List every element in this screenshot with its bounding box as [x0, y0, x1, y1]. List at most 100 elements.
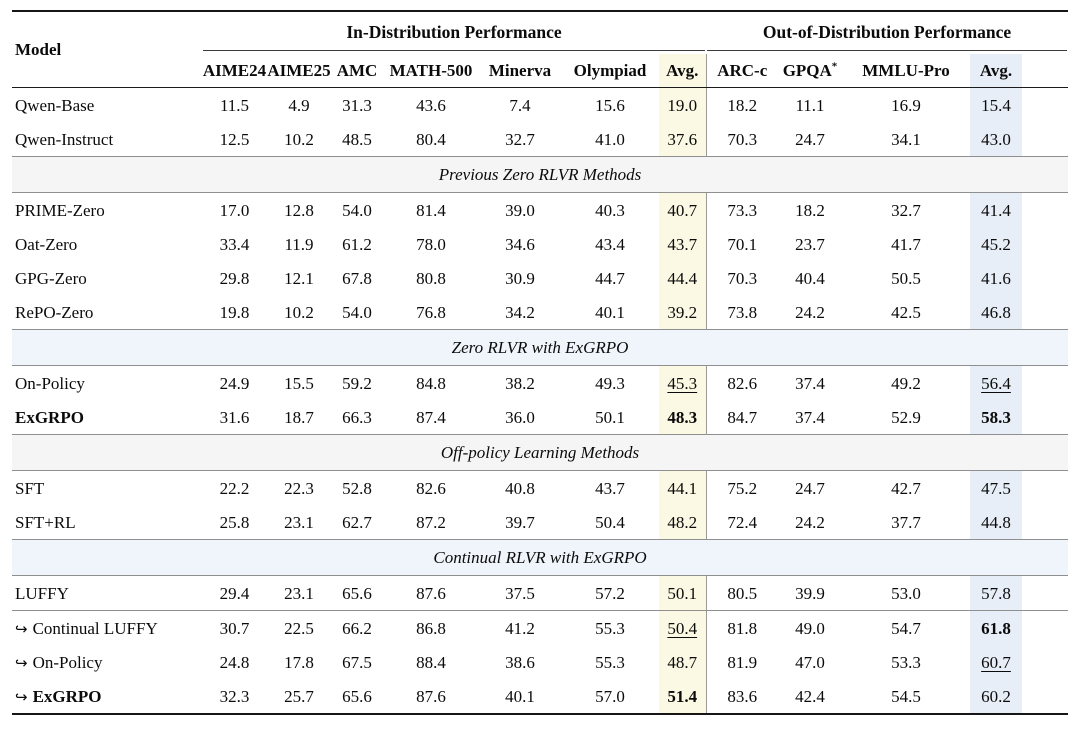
- section-band: Continual RLVR with ExGRPO: [12, 539, 1069, 576]
- score-cell: 40.4: [795, 268, 825, 288]
- score-cell: 75.2: [727, 478, 758, 498]
- table-row: On-Policy 24.9 15.5 59.2 84.8 38.2 49.3 45.3 82.…: [12, 365, 1068, 401]
- score-cell: 38.2: [505, 373, 535, 393]
- column-header-math-500: MATH-500: [383, 54, 479, 88]
- score-cell: 58.3: [970, 400, 1022, 435]
- score-cell: 72.4: [727, 512, 758, 532]
- header-filler-cell: [1022, 54, 1069, 88]
- score-cell: 40.3: [595, 200, 625, 220]
- model-name: ExGRPO: [32, 686, 102, 706]
- score-cell: 81.4: [416, 200, 446, 220]
- score-cell: 57.8: [970, 575, 1022, 611]
- score-cell: 60.2: [970, 679, 1022, 714]
- score-cell: 65.6: [331, 575, 383, 611]
- row-label: PRIME-Zero: [12, 193, 202, 228]
- column-header-avg-: Avg.: [970, 54, 1022, 88]
- table-row: ↪ Continual LUFFY 30.7 22.5 66.2 86.8 41.2 55.3…: [12, 610, 1068, 646]
- score-cell: 81.9: [727, 652, 758, 672]
- row-filler-cell: [1022, 575, 1069, 611]
- score-cell: 12.1: [284, 268, 314, 288]
- score-cell: 66.3: [342, 407, 372, 427]
- score-cell: 46.8: [970, 295, 1022, 330]
- score-cell: 39.2: [659, 295, 707, 330]
- score-cell: 88.4: [416, 652, 446, 672]
- model-name: ExGRPO: [15, 407, 84, 427]
- score-cell: 32.3: [219, 686, 250, 706]
- model-column-header: Model: [12, 11, 202, 88]
- column-header-arc-c: ARC-c: [706, 54, 778, 88]
- score-cell: 53.0: [842, 575, 970, 611]
- model-name: Oat-Zero: [15, 234, 78, 254]
- score-cell: 33.4: [219, 234, 250, 254]
- score-cell: 54.5: [891, 686, 921, 706]
- row-label: Oat-Zero: [12, 227, 202, 261]
- score-cell: 42.4: [795, 686, 825, 706]
- table-row: ExGRPO 31.6 18.7 66.3 87.4 36.0 50.1 48.3 84.7 37…: [12, 400, 1068, 435]
- score-cell: 87.4: [416, 407, 446, 427]
- header-group-row: Model In-Distribution Performance Out-of…: [12, 11, 1068, 88]
- score-cell: 78.0: [416, 234, 446, 254]
- score-cell: 82.6: [416, 478, 446, 498]
- score-cell: 62.7: [342, 512, 372, 532]
- score-cell: 40.1: [505, 686, 535, 706]
- section-band: Previous Zero RLVR Methods: [12, 156, 1069, 193]
- score-cell: 24.7: [795, 129, 825, 149]
- score-cell: 48.3: [659, 400, 707, 435]
- score-cell: 70.1: [727, 234, 758, 254]
- row-label: On-Policy: [12, 366, 202, 401]
- score-cell: 25.7: [284, 686, 314, 706]
- hookrightarrow-icon: ↪: [15, 653, 28, 672]
- score-cell: 44.4: [659, 261, 707, 295]
- score-cell: 84.8: [416, 373, 446, 393]
- score-cell: 18.7: [284, 407, 314, 427]
- column-header-minerva: Minerva: [479, 54, 561, 88]
- table-row: PRIME-Zero 17.0 12.8 54.0 81.4 39.0 40.3 40.7 73…: [12, 192, 1068, 228]
- row-label: ↪ Continual LUFFY: [12, 611, 202, 646]
- score-cell: 80.8: [416, 268, 446, 288]
- score-cell: 50.5: [891, 268, 921, 288]
- score-cell: 43.0: [970, 122, 1022, 157]
- results-table-container: Model In-Distribution Performance Out-of…: [12, 10, 1069, 715]
- score-cell: 31.6: [219, 407, 250, 427]
- score-cell: 55.3: [595, 652, 625, 672]
- score-cell: 56.4: [970, 365, 1022, 400]
- score-cell: 49.2: [891, 373, 921, 393]
- column-header-avg-: Avg.: [659, 54, 707, 88]
- score-cell: 22.2: [219, 478, 250, 498]
- score-cell: 36.0: [505, 407, 535, 427]
- row-label: SFT: [12, 471, 202, 506]
- row-filler-cell: [1022, 366, 1068, 401]
- section-band-label: Zero RLVR with ExGRPO: [12, 329, 1069, 366]
- score-cell: 34.6: [505, 234, 535, 254]
- score-cell: 54.0: [342, 302, 372, 322]
- score-cell: 48.2: [659, 505, 707, 540]
- score-cell: 22.5: [284, 618, 314, 638]
- score-cell: 37.4: [795, 373, 825, 393]
- score-cell: 40.8: [505, 478, 535, 498]
- section-band: Off-policy Learning Methods: [12, 434, 1069, 471]
- score-cell: 34.1: [891, 129, 921, 149]
- score-cell: 51.4: [659, 679, 707, 714]
- score-cell: 50.4: [659, 610, 707, 645]
- row-filler-cell: [1022, 400, 1068, 435]
- row-filler-cell: [1022, 679, 1068, 714]
- score-cell: 30.7: [219, 618, 250, 638]
- score-cell: 25.8: [219, 512, 250, 532]
- model-name: PRIME-Zero: [15, 200, 105, 220]
- column-header-row: AIME24 AIME25 AMC MATH-500 Minerva Olympiad Av…: [12, 54, 1069, 88]
- table-row: ↪ On-Policy 24.8 17.8 67.5 88.4 38.6 55.3 48.7 81…: [12, 645, 1068, 679]
- score-cell: 42.7: [891, 478, 921, 498]
- row-filler-cell: [1022, 645, 1068, 679]
- row-label: LUFFY: [12, 575, 202, 611]
- score-cell: 23.1: [267, 575, 331, 611]
- score-cell: 24.9: [219, 373, 250, 393]
- column-header-gpqa-: GPQA*: [778, 54, 842, 88]
- row-filler-cell: [1022, 505, 1068, 540]
- score-cell: 41.7: [891, 234, 921, 254]
- score-cell: 52.8: [342, 478, 372, 498]
- score-cell: 49.0: [795, 618, 825, 638]
- score-cell: 41.2: [505, 618, 535, 638]
- score-cell: 43.6: [416, 95, 446, 115]
- score-cell: 39.9: [778, 575, 842, 611]
- out-of-distribution-group-title: Out-of-Distribution Performance: [707, 15, 1068, 51]
